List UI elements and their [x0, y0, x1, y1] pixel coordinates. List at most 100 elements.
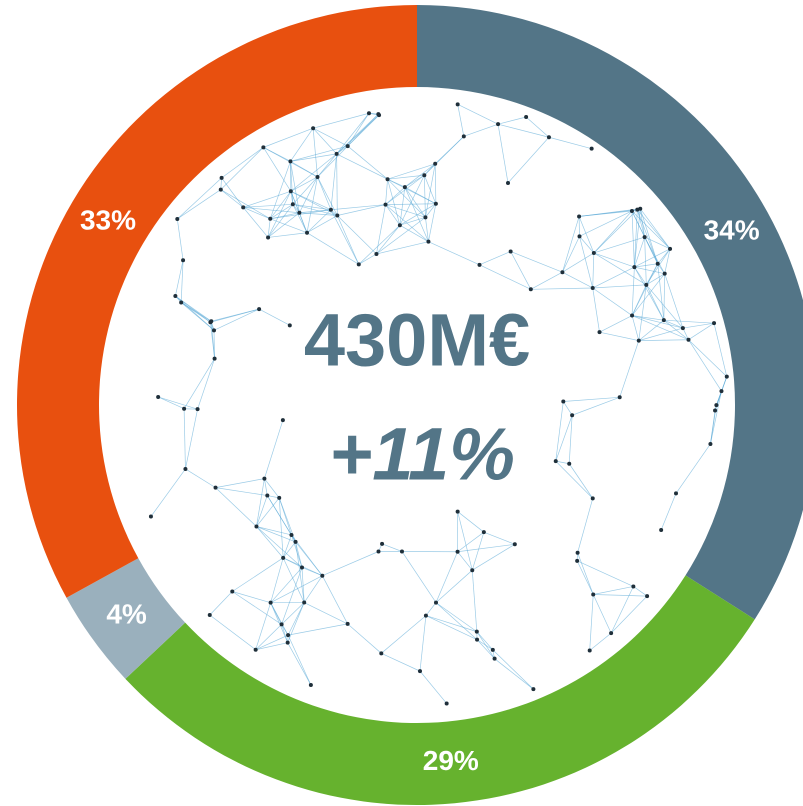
network-line	[644, 237, 647, 285]
network-line	[290, 153, 337, 192]
network-line	[337, 215, 360, 265]
network-line	[290, 191, 294, 205]
network-line	[270, 212, 300, 220]
network-line	[593, 252, 635, 268]
network-line	[664, 248, 671, 274]
network-line	[264, 478, 268, 496]
network-line	[593, 210, 633, 254]
network-line	[507, 136, 550, 184]
network-line	[579, 210, 632, 217]
network-line	[301, 567, 305, 603]
network-line	[385, 204, 426, 218]
network-node	[209, 319, 214, 324]
network-node	[597, 330, 602, 335]
network-line	[255, 624, 282, 650]
network-line	[688, 339, 728, 377]
network-line	[634, 236, 645, 268]
network-node	[570, 413, 575, 418]
network-line	[263, 127, 314, 148]
network-line	[232, 557, 284, 592]
data-label: 34%	[704, 214, 760, 245]
network-line	[215, 478, 265, 488]
network-line	[631, 210, 671, 250]
network-line	[185, 468, 216, 488]
network-line	[631, 210, 635, 268]
network-node	[492, 656, 497, 661]
network-line	[183, 408, 186, 469]
network-node	[423, 613, 428, 618]
network-line	[530, 287, 593, 290]
network-node	[268, 216, 273, 221]
network-line	[290, 190, 338, 216]
network-node	[302, 600, 307, 605]
network-node	[285, 640, 290, 645]
network-node	[636, 338, 641, 343]
network-node	[591, 592, 596, 597]
network-line	[347, 113, 370, 147]
network-line	[592, 594, 612, 634]
network-node	[366, 111, 371, 116]
network-line	[423, 175, 426, 218]
network-node	[268, 600, 273, 605]
network-line	[385, 204, 401, 226]
network-node	[590, 496, 595, 501]
network-line	[267, 212, 300, 238]
network-node	[183, 466, 188, 471]
network-line	[180, 260, 184, 303]
network-line	[177, 177, 222, 220]
network-line	[425, 217, 429, 242]
network-line	[631, 315, 683, 329]
network-line	[267, 204, 294, 238]
network-line	[270, 203, 294, 220]
network-line	[232, 591, 271, 604]
network-line	[472, 544, 515, 571]
network-line	[682, 322, 715, 329]
network-line	[322, 575, 348, 625]
network-node	[575, 550, 580, 555]
network-node	[512, 542, 517, 547]
network-line	[457, 511, 485, 533]
network-line	[381, 615, 427, 654]
network-node	[433, 161, 438, 166]
network-line	[483, 531, 515, 545]
network-line	[634, 208, 641, 268]
network-node	[553, 459, 558, 464]
network-line	[243, 203, 293, 208]
network-line	[299, 209, 331, 214]
network-node	[253, 647, 258, 652]
network-node	[262, 476, 267, 481]
network-line	[221, 147, 264, 179]
network-line	[387, 179, 401, 226]
network-node	[335, 213, 340, 218]
network-node	[213, 485, 218, 490]
network-line	[183, 358, 215, 409]
network-line	[688, 339, 722, 392]
network-node	[674, 491, 679, 496]
network-line	[185, 409, 198, 470]
network-node	[719, 389, 724, 394]
network-line	[631, 263, 659, 316]
network-line	[568, 463, 594, 499]
network-line	[220, 189, 271, 220]
network-line	[463, 123, 499, 137]
network-line	[721, 376, 728, 392]
network-line	[376, 225, 401, 255]
network-line	[337, 215, 377, 255]
network-line	[435, 569, 473, 603]
network-line	[435, 551, 458, 603]
network-node	[560, 270, 565, 275]
network-line	[471, 532, 485, 571]
network-node	[662, 271, 667, 276]
network-line	[256, 495, 268, 527]
network-line	[555, 415, 573, 462]
network-line	[510, 251, 563, 273]
network-node	[531, 687, 536, 692]
network-line	[457, 104, 499, 125]
network-node	[714, 403, 719, 408]
network-node	[257, 307, 262, 312]
network-line	[242, 207, 269, 238]
network-line	[290, 153, 337, 162]
network-line	[675, 443, 711, 494]
network-node	[680, 326, 685, 331]
network-line	[303, 575, 323, 603]
